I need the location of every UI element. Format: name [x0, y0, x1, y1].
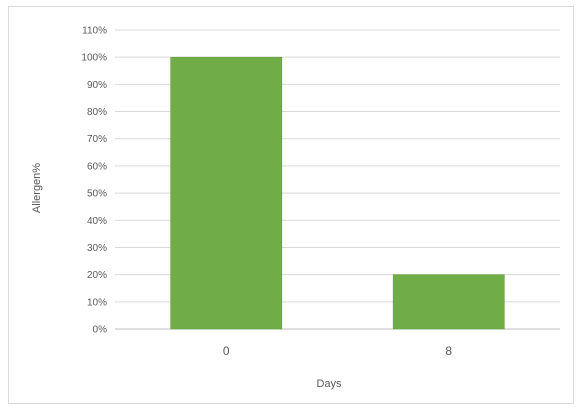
y-tick-label: 100% [81, 53, 107, 64]
y-tick-label: 80% [87, 107, 107, 118]
y-axis-ticks: 0% 10% 20% 30% 40% 50% 60% 70% 80% 90% 100% 110% [81, 26, 107, 336]
bar-day-0 [170, 56, 283, 330]
y-tick-label: 60% [87, 161, 107, 172]
y-tick-label: 50% [87, 189, 107, 200]
y-tick-label: 40% [87, 216, 107, 227]
y-tick-label: 70% [87, 134, 107, 145]
x-tick-label: 8 [445, 344, 452, 358]
bar-day-8 [392, 274, 505, 330]
y-axis-title: Allergen% [31, 163, 43, 213]
chart-area [8, 6, 574, 404]
y-tick-label: 0% [93, 325, 108, 336]
bars [170, 56, 505, 330]
x-axis-title: Days [316, 378, 342, 390]
y-tick-label: 90% [87, 80, 107, 91]
y-tick-label: 10% [87, 297, 107, 308]
y-tick-label: 110% [82, 26, 107, 37]
x-tick-label: 0 [223, 344, 230, 358]
y-tick-label: 20% [87, 270, 107, 281]
y-tick-label: 30% [87, 243, 107, 254]
